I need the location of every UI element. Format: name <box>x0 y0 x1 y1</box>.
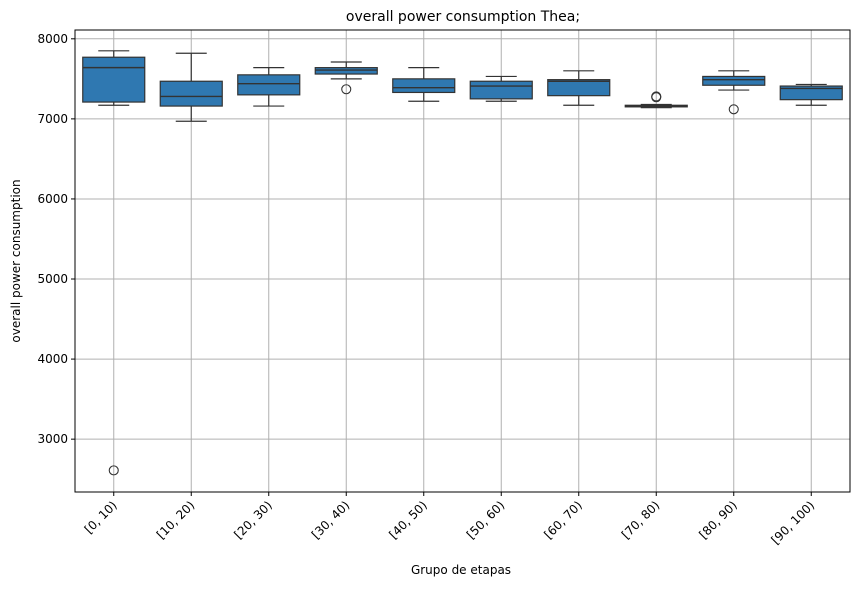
x-tick-label: [70, 80) <box>619 498 663 542</box>
outlier-point <box>728 104 739 115</box>
box-group <box>779 83 843 106</box>
box-iqr <box>82 56 146 103</box>
grid-layer <box>75 30 850 492</box>
box-group <box>469 75 533 102</box>
chart-title: overall power consumption Thea; <box>346 9 580 25</box>
x-tick-label: [60, 70) <box>541 498 585 542</box>
y-axis-title: overall power consumption <box>9 179 23 342</box>
box-iqr <box>159 80 223 107</box>
box-group <box>82 50 146 476</box>
box-group <box>547 70 611 106</box>
x-tick-label: [0, 10) <box>82 498 120 536</box>
box-group <box>159 52 223 122</box>
y-tick-label: 4000 <box>37 352 68 366</box>
y-tick-label: 7000 <box>37 112 68 126</box>
y-tick-label: 5000 <box>37 272 68 286</box>
box-iqr <box>237 74 301 96</box>
y-tick-label: 3000 <box>37 432 68 446</box>
outlier-point <box>341 84 352 95</box>
box-group <box>314 61 378 95</box>
x-tick-label: [80, 90) <box>696 498 740 542</box>
x-tick-label: [10, 20) <box>154 498 198 542</box>
y-tick-label: 6000 <box>37 192 68 206</box>
outlier-point <box>651 91 662 102</box>
box-iqr <box>779 85 843 101</box>
x-tick-label: [40, 50) <box>386 498 430 542</box>
x-axis-title: Grupo de etapas <box>411 563 511 577</box>
x-tick-label: [30, 40) <box>309 498 353 542</box>
box-layer <box>82 50 843 476</box>
x-tick-label: [90, 100) <box>768 498 817 547</box>
box-iqr <box>702 75 766 86</box>
box-iqr <box>547 79 611 97</box>
box-iqr <box>469 80 533 100</box>
axis-layer: 3000 4000 5000 6000 7000 8000 [0, 10) [10, 20) [… <box>37 32 817 547</box>
x-tick-label: [20, 30) <box>231 498 275 542</box>
box-iqr <box>392 78 456 94</box>
box-iqr <box>314 67 378 75</box>
box-group <box>237 67 301 107</box>
y-tick-label: 8000 <box>37 32 68 46</box>
x-tick-label: [50, 60) <box>464 498 508 542</box>
box-group <box>624 91 688 109</box>
box-group <box>392 67 456 102</box>
outlier-point <box>108 465 119 476</box>
plot-frame <box>74 29 851 493</box>
box-group <box>702 70 766 115</box>
